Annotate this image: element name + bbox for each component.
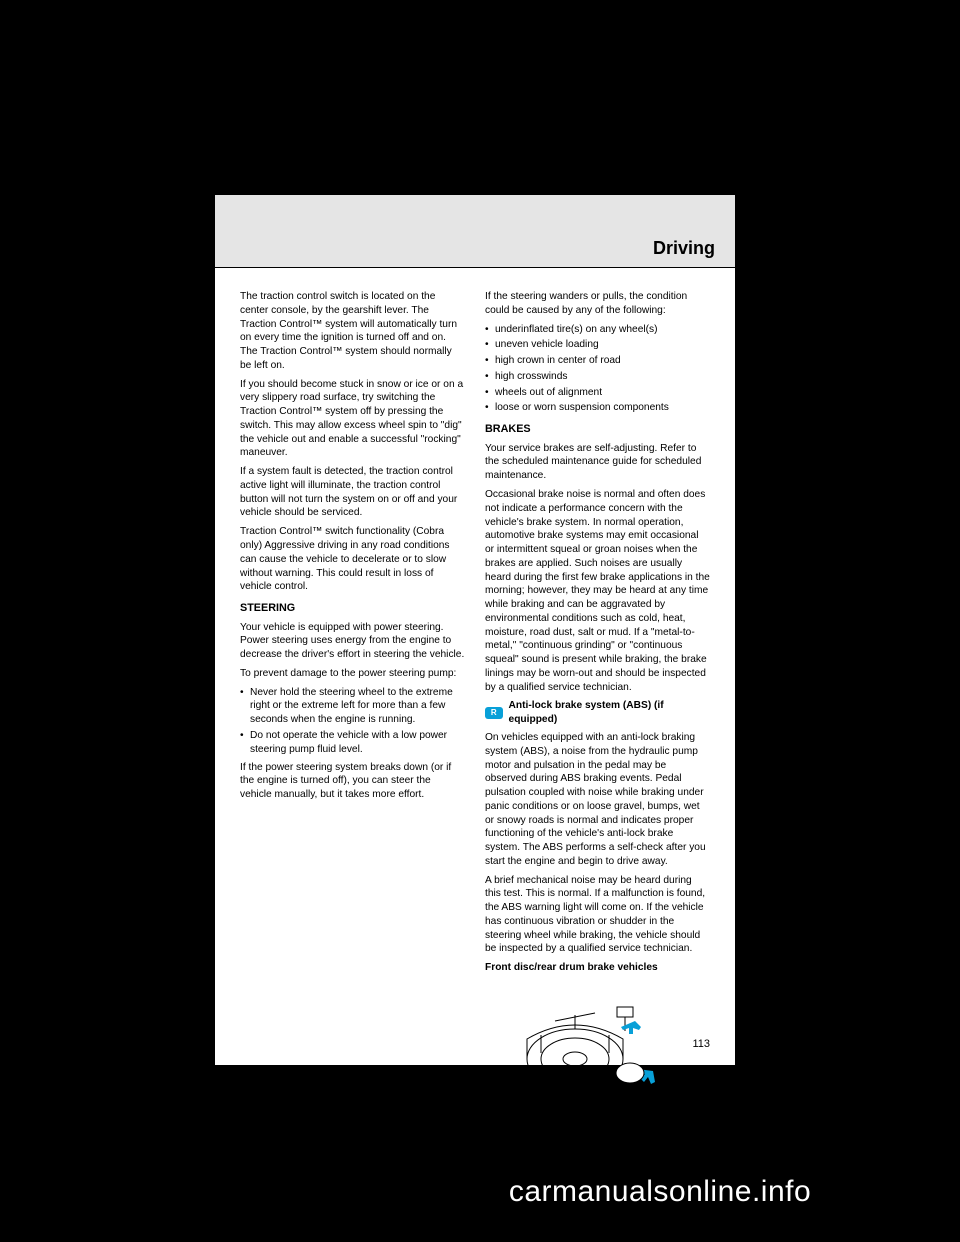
header-bar: Driving [215, 195, 735, 268]
paragraph: If the steering wanders or pulls, the co… [485, 290, 710, 318]
bullet-item: •uneven vehicle loading [485, 338, 710, 352]
bullet-text: loose or worn suspension components [495, 401, 669, 415]
section-title: Driving [653, 238, 715, 259]
brake-diagram-svg [485, 981, 710, 1121]
bullet-item: • Do not operate the vehicle with a low … [240, 729, 465, 757]
paragraph: Your vehicle is equipped with power stee… [240, 621, 465, 662]
bullet-text: Never hold the steering wheel to the ext… [250, 686, 465, 727]
section-heading: STEERING [240, 601, 465, 616]
abs-indicator-icon: R [485, 707, 503, 719]
paragraph: On vehicles equipped with an anti-lock b… [485, 731, 710, 869]
abs-indicator-label: Anti-lock brake system (ABS) (if equippe… [509, 699, 710, 727]
bullet-item: •high crosswinds [485, 370, 710, 384]
paragraph: Your service brakes are self-adjusting. … [485, 442, 710, 483]
bullet-item: •underinflated tire(s) on any wheel(s) [485, 323, 710, 337]
bullet-item: •high crown in center of road [485, 354, 710, 368]
sub-heading: Front disc/rear drum brake vehicles [485, 961, 710, 975]
brake-diagram [485, 981, 710, 1121]
bullet-text: wheels out of alignment [495, 386, 602, 400]
bullet-item: • Never hold the steering wheel to the e… [240, 686, 465, 727]
left-column: The traction control switch is located o… [240, 290, 465, 807]
paragraph: The traction control switch is located o… [240, 290, 465, 373]
bullet-item: •loose or worn suspension components [485, 401, 710, 415]
bullet-text: uneven vehicle loading [495, 338, 599, 352]
bullet-mark: • [240, 686, 250, 727]
abs-indicator-line: R Anti-lock brake system (ABS) (if equip… [485, 699, 710, 727]
bullet-text: underinflated tire(s) on any wheel(s) [495, 323, 658, 337]
paragraph: If a system fault is detected, the tract… [240, 465, 465, 520]
right-column: If the steering wanders or pulls, the co… [485, 290, 710, 1131]
bullet-text: high crosswinds [495, 370, 567, 384]
page-number: 113 [692, 1038, 710, 1050]
paragraph: To prevent damage to the power steering … [240, 667, 465, 681]
paragraph: Traction Control™ switch functionality (… [240, 525, 465, 594]
bullet-text: Do not operate the vehicle with a low po… [250, 729, 465, 757]
watermark: carmanualsonline.info [360, 1175, 960, 1209]
paragraph: If the power steering system breaks down… [240, 761, 465, 802]
paragraph: Occasional brake noise is normal and oft… [485, 488, 710, 694]
paragraph: If you should become stuck in snow or ic… [240, 378, 465, 461]
bullet-item: •wheels out of alignment [485, 386, 710, 400]
section-heading: BRAKES [485, 422, 710, 437]
paragraph: A brief mechanical noise may be heard du… [485, 874, 710, 957]
bullet-mark: • [240, 729, 250, 757]
bullet-text: high crown in center of road [495, 354, 621, 368]
